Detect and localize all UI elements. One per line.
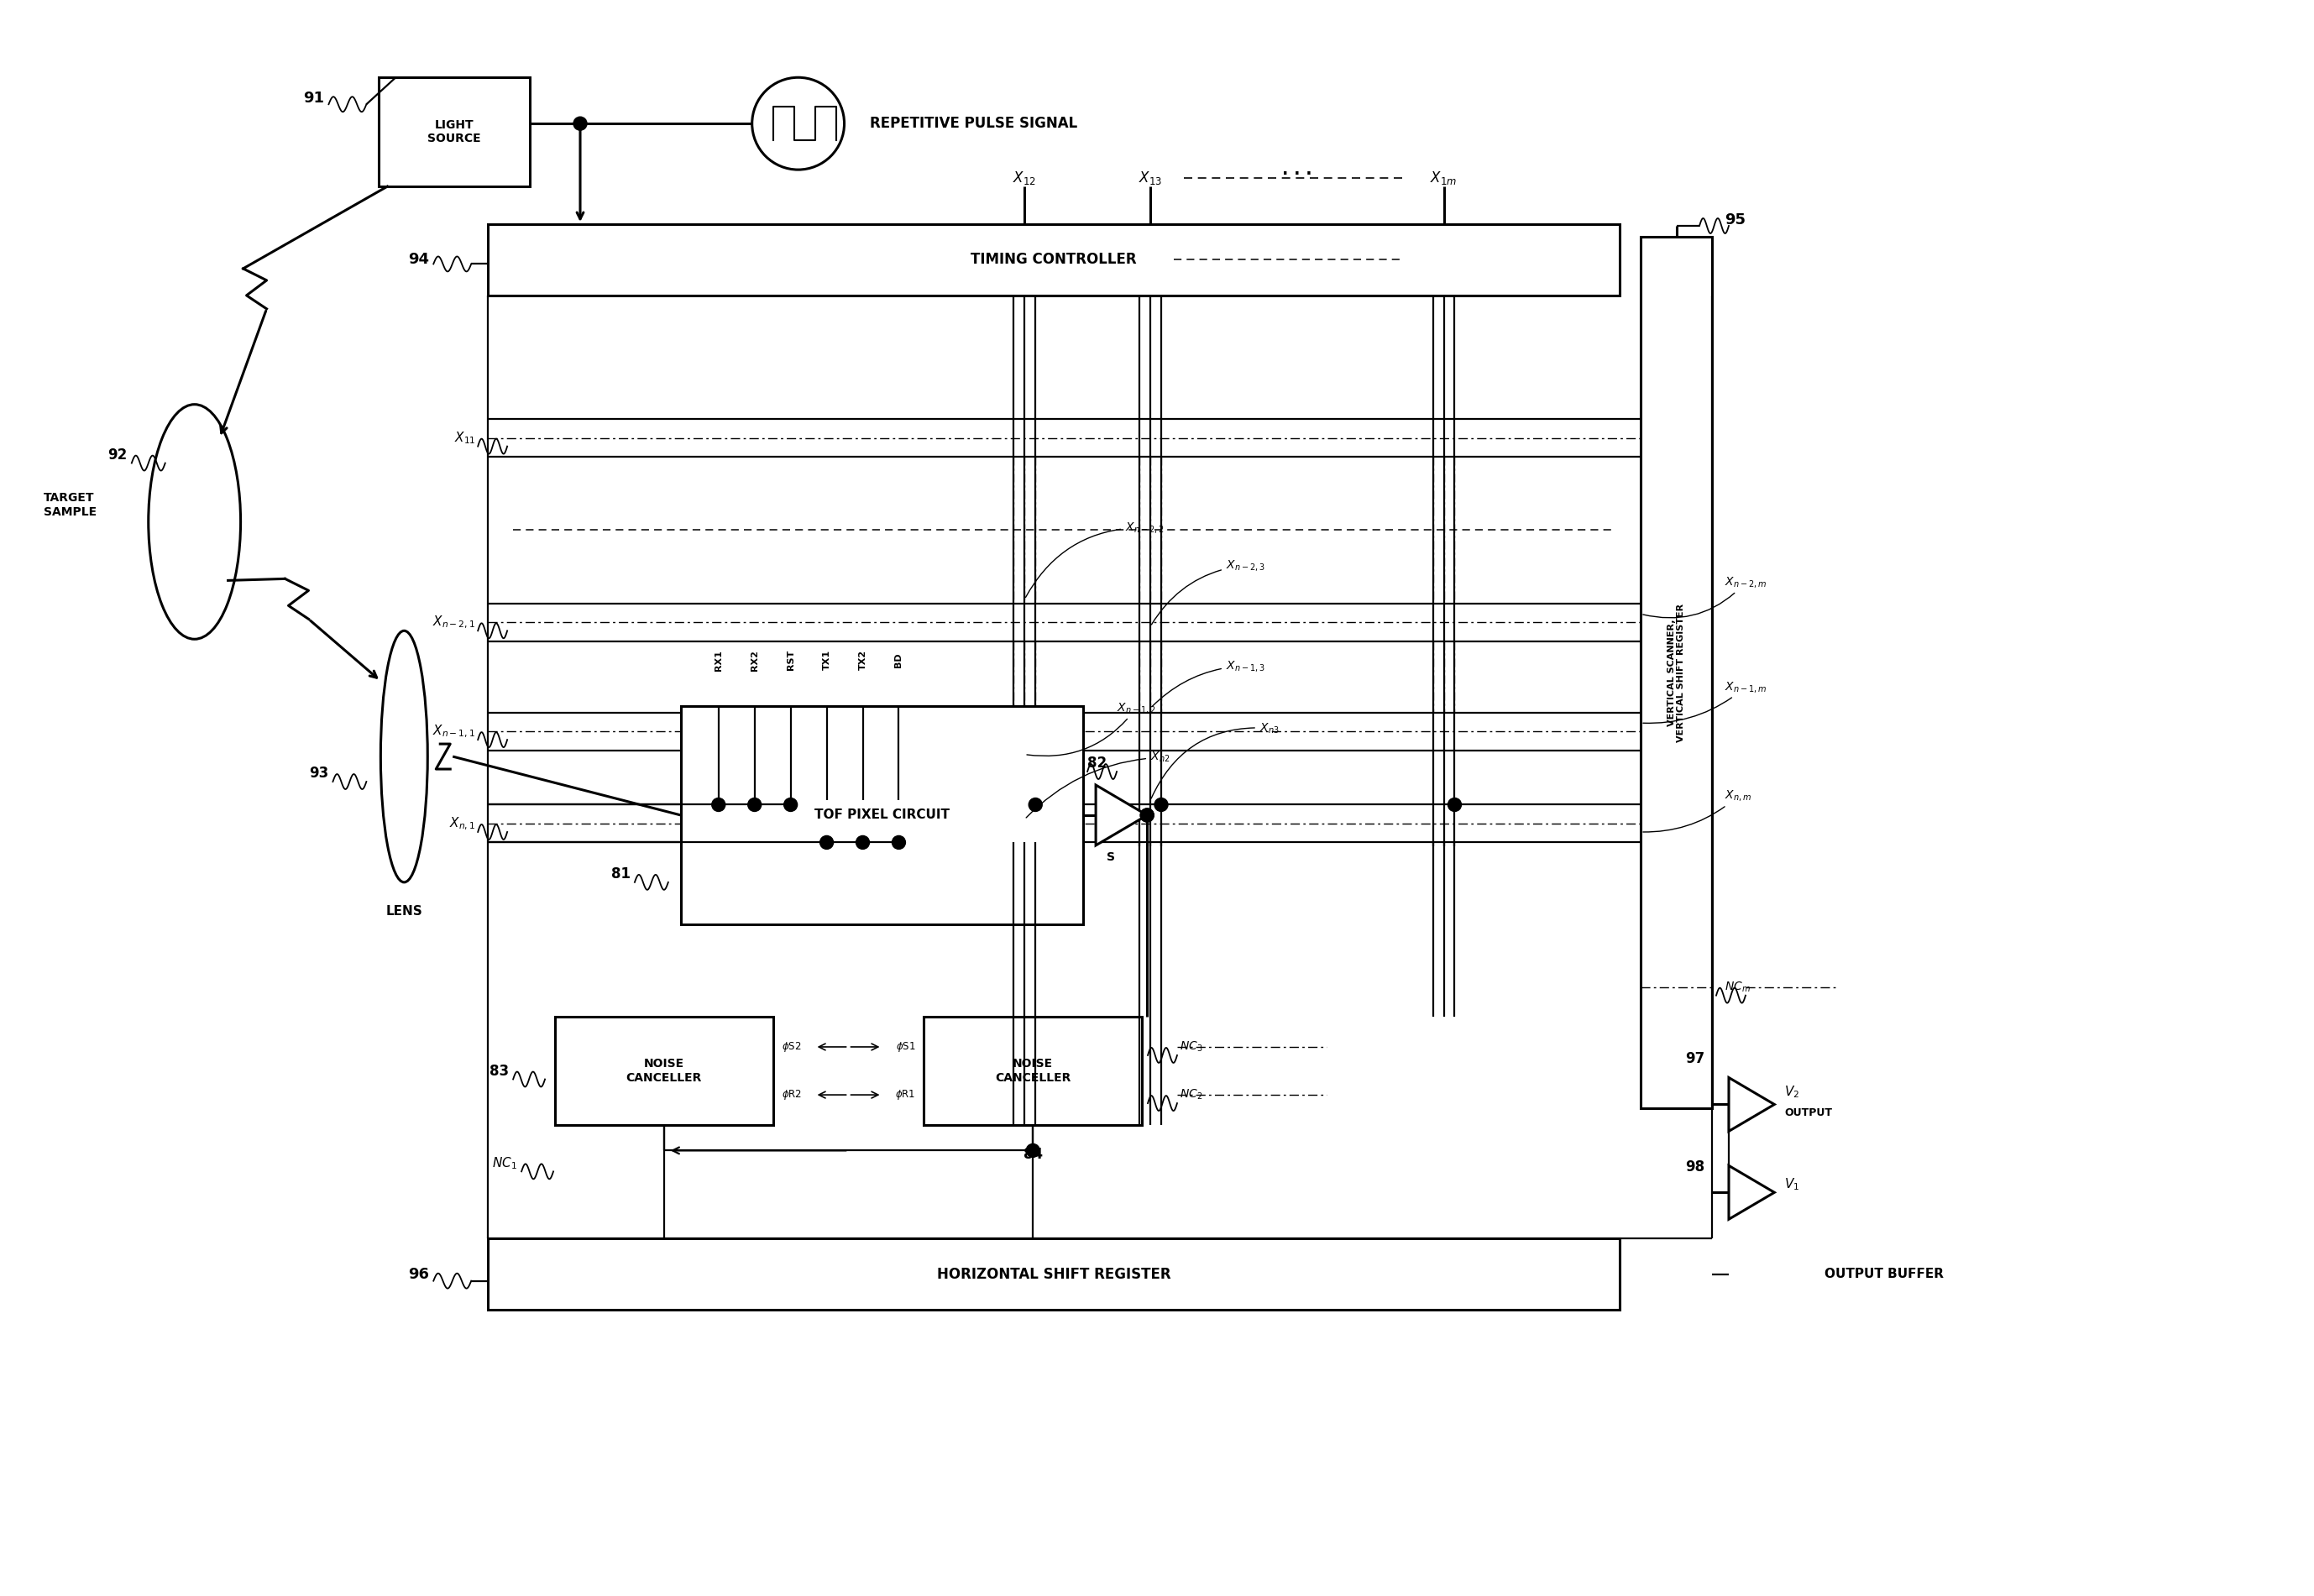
Text: TIMING CONTROLLER: TIMING CONTROLLER bbox=[972, 252, 1136, 268]
Text: OUTPUT: OUTPUT bbox=[1784, 1108, 1833, 1119]
Text: $X_{n,m}$: $X_{n,m}$ bbox=[1643, 788, 1752, 832]
Text: $X_{n,1}$: $X_{n,1}$ bbox=[449, 816, 474, 832]
Circle shape bbox=[1449, 798, 1462, 811]
Text: $X_{n-2,1}$: $X_{n-2,1}$ bbox=[433, 614, 474, 630]
Polygon shape bbox=[1729, 1077, 1775, 1132]
Bar bbox=[680, 705, 1083, 924]
Circle shape bbox=[1030, 798, 1041, 811]
Text: $V_1$: $V_1$ bbox=[1784, 1176, 1800, 1192]
Text: $X_{1m}$: $X_{1m}$ bbox=[1430, 169, 1458, 187]
Text: $X_{n-1,1}$: $X_{n-1,1}$ bbox=[433, 723, 474, 739]
Text: $NC_m$: $NC_m$ bbox=[1724, 980, 1749, 994]
Text: $\phi$S2: $\phi$S2 bbox=[782, 1041, 801, 1053]
Text: $X_{n-2,3}$: $X_{n-2,3}$ bbox=[1152, 559, 1266, 624]
Circle shape bbox=[1141, 809, 1155, 822]
Text: NOISE
CANCELLER: NOISE CANCELLER bbox=[995, 1058, 1071, 1084]
Text: HORIZONTAL SHIFT REGISTER: HORIZONTAL SHIFT REGISTER bbox=[937, 1267, 1171, 1282]
Text: VERTICAL SCANNER,
VERTICAL SHIFT REGISTER: VERTICAL SCANNER, VERTICAL SHIFT REGISTE… bbox=[1668, 603, 1685, 742]
Circle shape bbox=[747, 798, 761, 811]
Polygon shape bbox=[1097, 785, 1148, 846]
Bar bbox=[488, 1238, 1620, 1310]
Text: $V_2$: $V_2$ bbox=[1784, 1084, 1800, 1100]
Text: $\phi$R2: $\phi$R2 bbox=[782, 1088, 801, 1101]
Text: RX2: RX2 bbox=[750, 650, 759, 670]
Text: TX2: TX2 bbox=[858, 650, 868, 670]
Bar bbox=[379, 78, 530, 187]
Text: $X_{11}$: $X_{11}$ bbox=[454, 429, 474, 445]
Text: OUTPUT BUFFER: OUTPUT BUFFER bbox=[1826, 1267, 1944, 1280]
Circle shape bbox=[856, 836, 870, 849]
Text: RX1: RX1 bbox=[715, 650, 722, 670]
Text: $X_{n-2,m}$: $X_{n-2,m}$ bbox=[1643, 575, 1766, 618]
Bar bbox=[555, 1017, 773, 1125]
Text: $X_{n-2,2}$: $X_{n-2,2}$ bbox=[1025, 520, 1164, 597]
Text: $NC_1$: $NC_1$ bbox=[493, 1156, 518, 1171]
Text: 95: 95 bbox=[1724, 212, 1745, 228]
Text: 83: 83 bbox=[491, 1063, 509, 1079]
Text: 91: 91 bbox=[303, 91, 324, 105]
Text: $X_{n-1,m}$: $X_{n-1,m}$ bbox=[1643, 680, 1766, 723]
Text: 93: 93 bbox=[310, 766, 329, 780]
Bar bbox=[488, 223, 1620, 295]
Text: TARGET
SAMPLE: TARGET SAMPLE bbox=[44, 492, 97, 517]
Circle shape bbox=[574, 117, 588, 131]
Circle shape bbox=[784, 798, 798, 811]
Text: TX1: TX1 bbox=[821, 650, 831, 670]
Text: $NC_2$: $NC_2$ bbox=[1180, 1088, 1203, 1101]
Circle shape bbox=[819, 836, 833, 849]
Text: $X_{n2}$: $X_{n2}$ bbox=[1025, 750, 1171, 817]
Text: $\phi$R1: $\phi$R1 bbox=[896, 1088, 916, 1101]
Text: $NC_3$: $NC_3$ bbox=[1180, 1041, 1203, 1053]
Text: $X_{13}$: $X_{13}$ bbox=[1138, 169, 1162, 187]
Text: NOISE
CANCELLER: NOISE CANCELLER bbox=[627, 1058, 701, 1084]
Text: 92: 92 bbox=[109, 447, 127, 463]
Text: $\phi$S1: $\phi$S1 bbox=[896, 1041, 916, 1053]
Text: $X_{12}$: $X_{12}$ bbox=[1014, 169, 1037, 187]
Text: REPETITIVE PULSE SIGNAL: REPETITIVE PULSE SIGNAL bbox=[870, 117, 1076, 131]
Text: TOF PIXEL CIRCUIT: TOF PIXEL CIRCUIT bbox=[815, 809, 949, 822]
Text: 84: 84 bbox=[1023, 1148, 1044, 1162]
Text: LENS: LENS bbox=[386, 905, 423, 918]
Bar bbox=[1641, 236, 1712, 1109]
Bar bbox=[923, 1017, 1141, 1125]
Text: 94: 94 bbox=[407, 252, 430, 268]
Text: $X_{n-1,3}$: $X_{n-1,3}$ bbox=[1152, 659, 1266, 707]
Text: 82: 82 bbox=[1088, 755, 1106, 771]
Text: $X_{n3}$: $X_{n3}$ bbox=[1152, 721, 1280, 798]
Text: 98: 98 bbox=[1685, 1160, 1705, 1175]
Text: 97: 97 bbox=[1685, 1050, 1705, 1066]
Text: RST: RST bbox=[787, 650, 794, 670]
Text: 81: 81 bbox=[611, 867, 629, 881]
Polygon shape bbox=[1729, 1165, 1775, 1219]
Text: S: S bbox=[1106, 851, 1115, 863]
Text: 96: 96 bbox=[407, 1267, 430, 1282]
Text: LIGHT
SOURCE: LIGHT SOURCE bbox=[428, 120, 481, 145]
Text: · · ·: · · · bbox=[1282, 166, 1312, 182]
Circle shape bbox=[1141, 809, 1155, 822]
Circle shape bbox=[1155, 798, 1169, 811]
Circle shape bbox=[713, 798, 724, 811]
Text: $X_{n-1,2}$: $X_{n-1,2}$ bbox=[1027, 701, 1157, 757]
Text: BD: BD bbox=[896, 653, 902, 667]
Circle shape bbox=[1025, 1144, 1039, 1157]
Circle shape bbox=[893, 836, 905, 849]
